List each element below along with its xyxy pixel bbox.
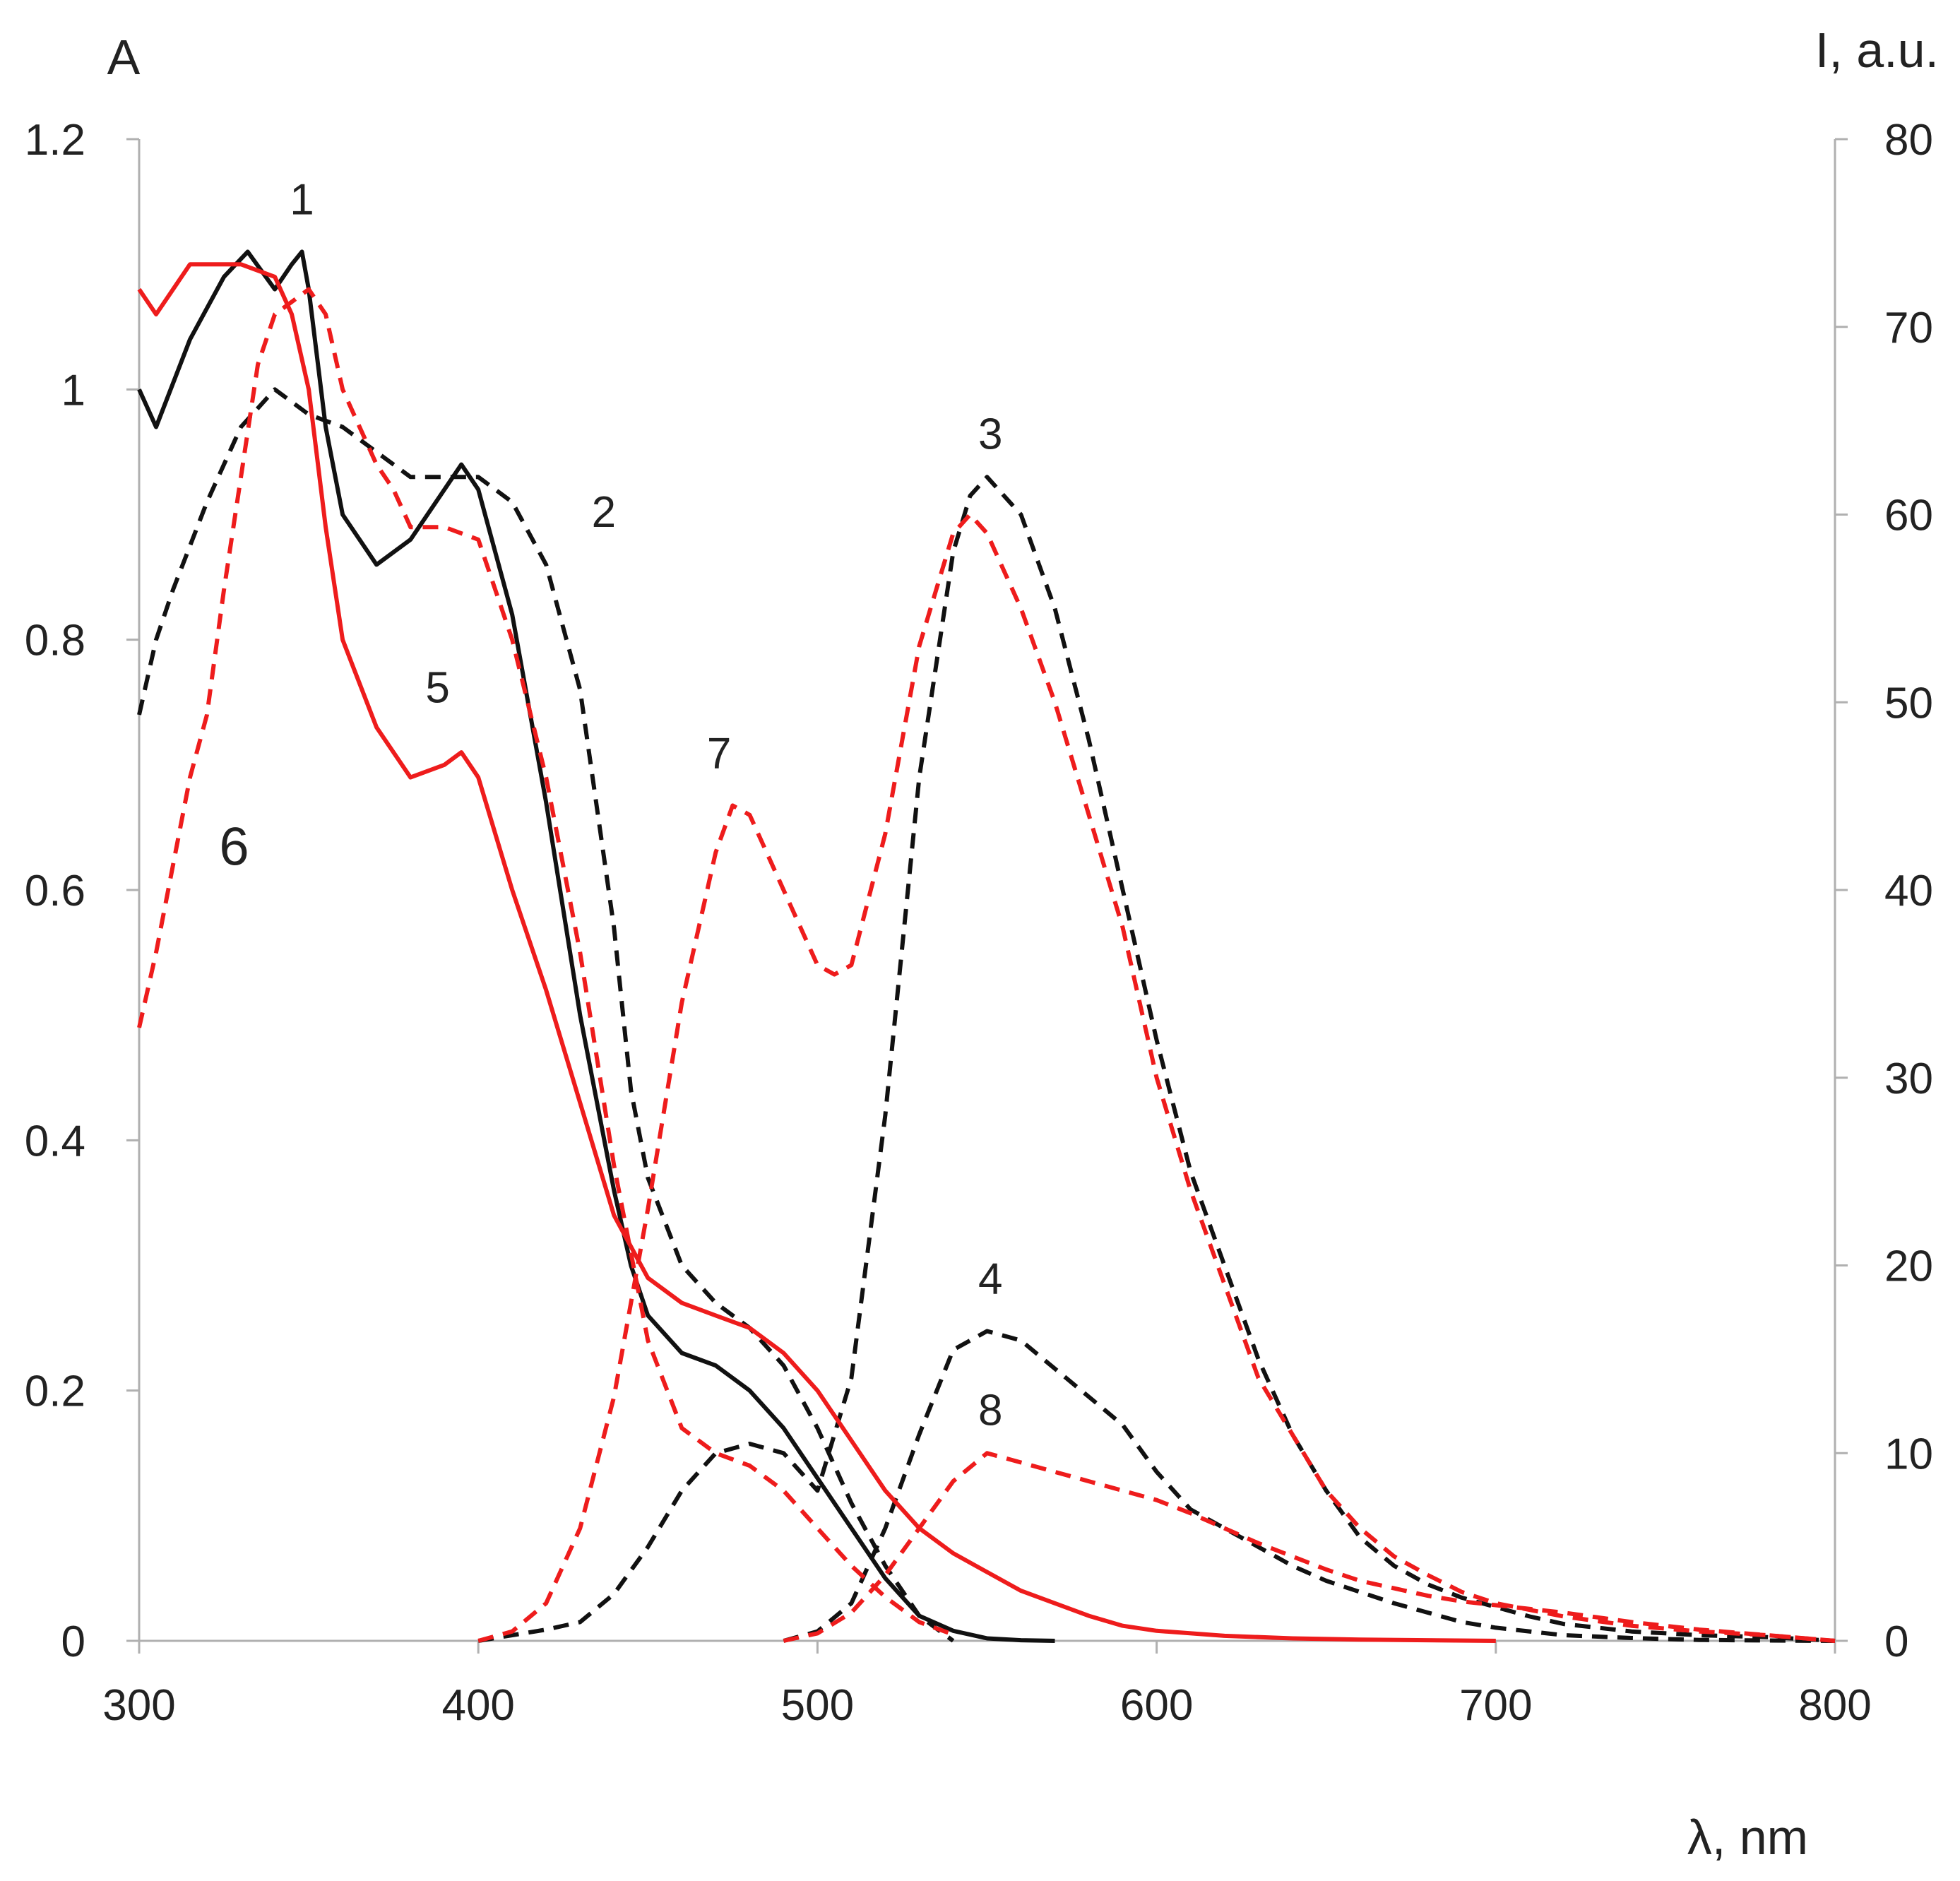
series-3-label: 3 <box>978 410 1002 458</box>
y-left-tick-label: 0.2 <box>25 1367 85 1416</box>
x-tick-label: 700 <box>1459 1681 1532 1730</box>
y-left-tick-label: 0.8 <box>25 617 85 665</box>
y-left-tick-label: 0 <box>61 1618 85 1666</box>
y-right-tick-label: 70 <box>1884 304 1933 352</box>
x-tick-label: 600 <box>1120 1681 1193 1730</box>
y-right-tick-label: 20 <box>1884 1242 1933 1291</box>
series-group <box>137 249 1836 1643</box>
series-4-line <box>783 1329 1836 1643</box>
y-left-tick-label: 1 <box>61 366 85 415</box>
series-2-label: 2 <box>592 488 616 537</box>
y-right-tick-label: 30 <box>1884 1055 1933 1103</box>
series-6-label: 6 <box>219 817 249 877</box>
y-right-tick-label: 10 <box>1884 1430 1933 1478</box>
series-8-line <box>783 1451 1836 1643</box>
x-tick-label: 300 <box>102 1681 175 1730</box>
series-3-line <box>477 475 1836 1643</box>
series-4-label: 4 <box>978 1254 1002 1303</box>
series-7-line <box>477 512 1836 1643</box>
y-left-title: A <box>107 30 141 85</box>
series-5-label: 5 <box>425 663 449 712</box>
series-7-label: 7 <box>707 729 731 778</box>
y-left-tick-label: 1.2 <box>25 116 85 165</box>
y-right-title: I, a.u. <box>1815 23 1939 78</box>
series-1-label: 1 <box>290 175 314 224</box>
y-right-tick-label: 80 <box>1884 116 1933 165</box>
x-tick-label: 800 <box>1798 1681 1871 1730</box>
x-tick-label: 400 <box>441 1681 514 1730</box>
y-right-tick-label: 40 <box>1884 867 1933 915</box>
series-1-line <box>137 249 1055 1643</box>
axes: 300 400 500 600 700 800 0 0.2 0.4 0.6 0.8 1 1.2 0 10 20… <box>25 23 1939 1865</box>
series-5-line <box>137 262 1496 1643</box>
y-left-tick-label: 0.4 <box>25 1117 85 1165</box>
labels-group: 1 2 3 4 5 6 7 8 <box>219 175 1002 1435</box>
series-2-line <box>137 387 955 1643</box>
y-right-tick-label: 60 <box>1884 492 1933 540</box>
y-left-tick-label: 0.6 <box>25 867 85 915</box>
series-6-line <box>137 287 954 1637</box>
series-8-label: 8 <box>978 1386 1002 1435</box>
y-right-tick-label: 50 <box>1884 679 1933 728</box>
x-axis-title: λ, nm <box>1687 1810 1808 1865</box>
x-tick-label: 500 <box>781 1681 854 1730</box>
y-right-tick-label: 0 <box>1884 1618 1908 1666</box>
